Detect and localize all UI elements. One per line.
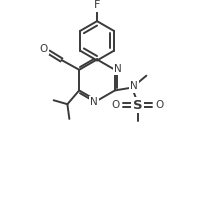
Text: S: S: [133, 99, 142, 112]
Text: N: N: [130, 81, 137, 91]
Text: N: N: [114, 64, 122, 74]
Text: O: O: [40, 44, 48, 54]
Text: O: O: [155, 100, 163, 110]
Text: N: N: [90, 97, 98, 107]
Text: F: F: [94, 0, 100, 10]
Text: O: O: [112, 100, 120, 110]
